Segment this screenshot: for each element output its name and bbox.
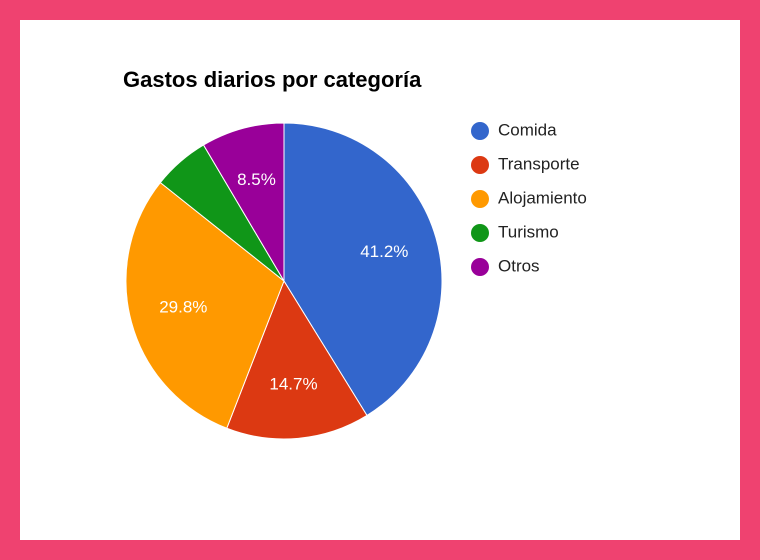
legend-label: Turismo: [498, 222, 559, 241]
pie-slice: [125, 181, 285, 429]
legend-label: Transporte: [498, 154, 580, 173]
legend-swatch: [471, 258, 489, 276]
pie-slice: [226, 279, 368, 440]
legend-label: Alojamiento: [498, 188, 587, 207]
slice-label: 41.2%: [360, 242, 408, 261]
legend-label: Comida: [498, 120, 557, 139]
slice-label: 14.7%: [269, 374, 317, 393]
pie-slice: [202, 122, 285, 283]
slice-label: 29.8%: [159, 298, 207, 317]
legend-swatch: [471, 156, 489, 174]
chart-title: Gastos diarios por categoría: [123, 67, 422, 92]
pie-slice: [283, 122, 443, 417]
legend-label: Otros: [498, 256, 540, 275]
legend-swatch: [471, 190, 489, 208]
legend-swatch: [471, 224, 489, 242]
legend-swatch: [471, 122, 489, 140]
slice-label: 8.5%: [237, 170, 276, 189]
